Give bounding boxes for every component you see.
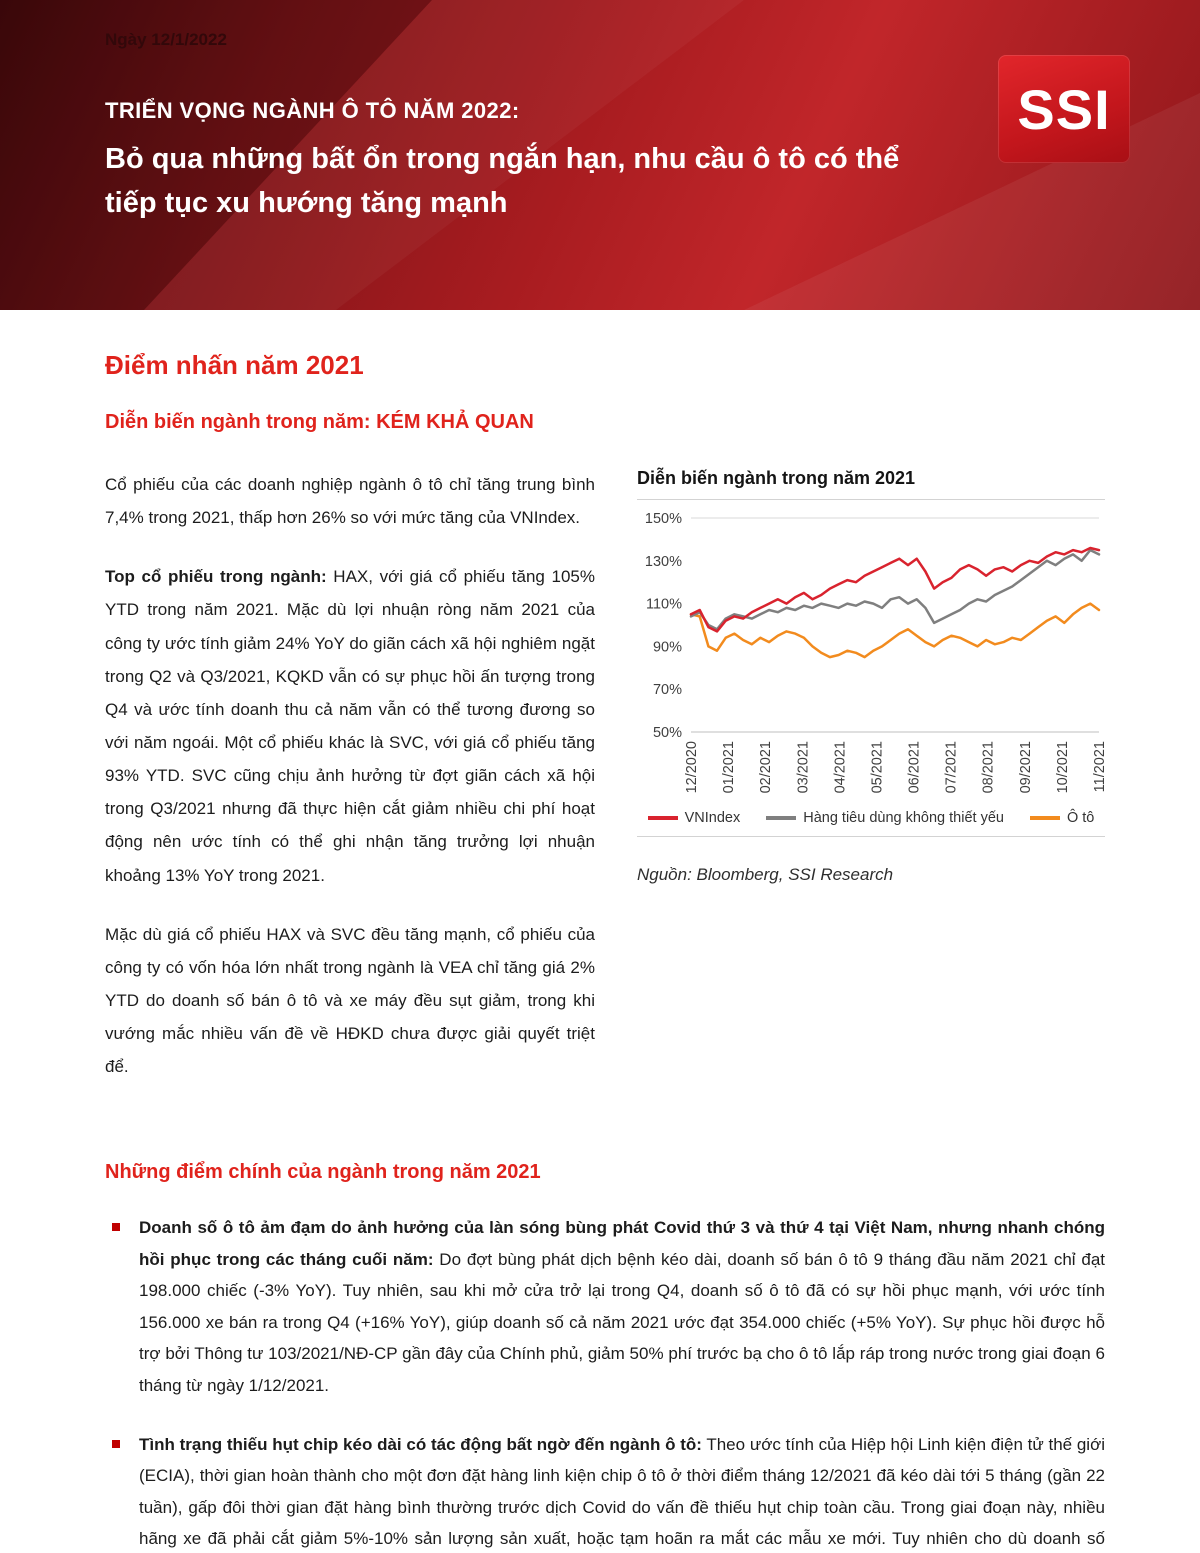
key-point-lead: Tình trạng thiếu hụt chip kéo dài có tác… bbox=[139, 1435, 702, 1455]
legend-label: Hàng tiêu dùng không thiết yếu bbox=[803, 810, 1004, 826]
key-point-text: Tình trạng thiếu hụt chip kéo dài có tác… bbox=[139, 1429, 1105, 1553]
section-title-keypoints: Những điểm chính của ngành trong năm 202… bbox=[105, 1161, 541, 1184]
legend-line-swatch bbox=[766, 816, 797, 820]
report-content: Điểm nhấn năm 2021 Diễn biến ngành trong… bbox=[0, 310, 1200, 1553]
svg-text:70%: 70% bbox=[653, 682, 682, 698]
chart-line-VNIndex bbox=[689, 546, 1101, 633]
svg-text:03/2021: 03/2021 bbox=[795, 741, 811, 793]
key-point-item: Tình trạng thiếu hụt chip kéo dài có tác… bbox=[105, 1429, 1105, 1553]
chart-legend: VNIndex Hàng tiêu dùng không thiết yếu Ô t… bbox=[637, 810, 1105, 826]
legend-line-swatch bbox=[647, 816, 678, 820]
svg-text:12/2020: 12/2020 bbox=[684, 741, 700, 793]
svg-text:11/2021: 11/2021 bbox=[1092, 741, 1107, 792]
svg-text:90%: 90% bbox=[653, 639, 682, 655]
legend-item: Ô tô bbox=[1029, 810, 1095, 826]
industry-performance-chart: 50% 70% 90% 110% 130% 150% 12/2020 01/2021 02/20… bbox=[637, 499, 1107, 837]
paragraph-2: Top cổ phiếu trong ngành: HAX, với giá c… bbox=[105, 560, 595, 891]
svg-text:05/2021: 05/2021 bbox=[870, 741, 886, 793]
report-title: Bỏ qua những bất ổn trong ngắn hạn, nhu … bbox=[105, 138, 899, 225]
bullet-square-icon bbox=[112, 1223, 120, 1232]
key-point-body: Do đợt bùng phát dịch bệnh kéo dài, doan… bbox=[139, 1249, 1106, 1395]
svg-text:06/2021: 06/2021 bbox=[907, 741, 923, 793]
chart-line-Hàng tiêu dùng không thiết yếu bbox=[689, 548, 1101, 631]
paragraph-2-body: HAX, với giá cổ phiếu tăng 105% YTD tron… bbox=[105, 567, 595, 885]
key-point-item: Doanh số ô tô ảm đạm do ảnh hưởng của là… bbox=[105, 1212, 1105, 1401]
legend-item: Hàng tiêu dùng không thiết yếu bbox=[766, 810, 1004, 826]
key-point-body: Theo ước tính của Hiệp hội Linh kiện điệ… bbox=[139, 1435, 1106, 1549]
text-column: Cổ phiếu của các doanh nghiệp ngành ô tô… bbox=[105, 468, 595, 1109]
ssi-logo: SSI bbox=[998, 55, 1130, 163]
svg-text:01/2021: 01/2021 bbox=[721, 741, 737, 793]
svg-text:02/2021: 02/2021 bbox=[758, 741, 774, 793]
legend-label: Ô tô bbox=[1066, 810, 1095, 826]
legend-item: VNIndex bbox=[647, 810, 741, 826]
chart-line-Ô tô bbox=[689, 602, 1101, 659]
key-point-lead: Doanh số ô tô ảm đạm do ảnh hưởng của là… bbox=[139, 1218, 1105, 1269]
legend-line-swatch bbox=[1029, 816, 1060, 820]
section-title-highlights: Điểm nhấn năm 2021 bbox=[105, 350, 364, 380]
svg-text:09/2021: 09/2021 bbox=[1018, 741, 1034, 793]
report-title-block: TRIỂN VỌNG NGÀNH Ô TÔ NĂM 2022: Bỏ qua n… bbox=[105, 98, 899, 225]
ssi-logo-text: SSI bbox=[1017, 77, 1111, 141]
chart-source: Nguồn: Bloomberg, SSI Research bbox=[637, 865, 894, 884]
svg-text:110%: 110% bbox=[646, 597, 682, 613]
line-chart: 50% 70% 90% 110% 130% 150% 12/2020 01/2021 02/20… bbox=[645, 511, 1107, 793]
paragraph-3: Mặc dù giá cổ phiếu HAX và SVC đều tăng … bbox=[105, 924, 595, 1077]
svg-text:150%: 150% bbox=[645, 511, 682, 527]
chart-column: Diễn biến ngành trong năm 2021 50% 70% 90%… bbox=[637, 468, 1107, 1109]
report-kicker: TRIỂN VỌNG NGÀNH Ô TÔ NĂM 2022: bbox=[105, 98, 520, 123]
two-column-layout: Cổ phiếu của các doanh nghiệp ngành ô tô… bbox=[105, 468, 1107, 1109]
paragraph-2-lead: Top cổ phiếu trong ngành: bbox=[105, 567, 327, 587]
legend-label: VNIndex bbox=[684, 810, 741, 826]
svg-text:08/2021: 08/2021 bbox=[981, 741, 997, 793]
subsection-title-performance: Diễn biến ngành trong năm: KÉM KHẢ QUAN bbox=[105, 411, 534, 433]
chart-title: Diễn biến ngành trong năm 2021 bbox=[637, 468, 916, 488]
svg-text:07/2021: 07/2021 bbox=[944, 741, 960, 793]
svg-text:130%: 130% bbox=[645, 554, 682, 570]
key-point-text: Doanh số ô tô ảm đạm do ảnh hưởng của là… bbox=[139, 1212, 1105, 1401]
report-banner: Ngày 12/1/2022 TRIỂN VỌNG NGÀNH Ô TÔ NĂM… bbox=[0, 0, 1200, 310]
report-title-line2: tiếp tục xu hướng tăng mạnh bbox=[105, 186, 508, 219]
report-date: Ngày 12/1/2022 bbox=[105, 30, 227, 49]
keypoints-list: Doanh số ô tô ảm đạm do ảnh hưởng của là… bbox=[105, 1212, 1105, 1553]
report-title-line1: Bỏ qua những bất ổn trong ngắn hạn, nhu … bbox=[105, 143, 900, 175]
paragraph-1: Cổ phiếu của các doanh nghiệp ngành ô tô… bbox=[105, 475, 595, 528]
svg-text:10/2021: 10/2021 bbox=[1055, 741, 1071, 793]
svg-text:50%: 50% bbox=[653, 725, 682, 741]
svg-text:04/2021: 04/2021 bbox=[832, 741, 848, 793]
bullet-square-icon bbox=[112, 1440, 120, 1449]
